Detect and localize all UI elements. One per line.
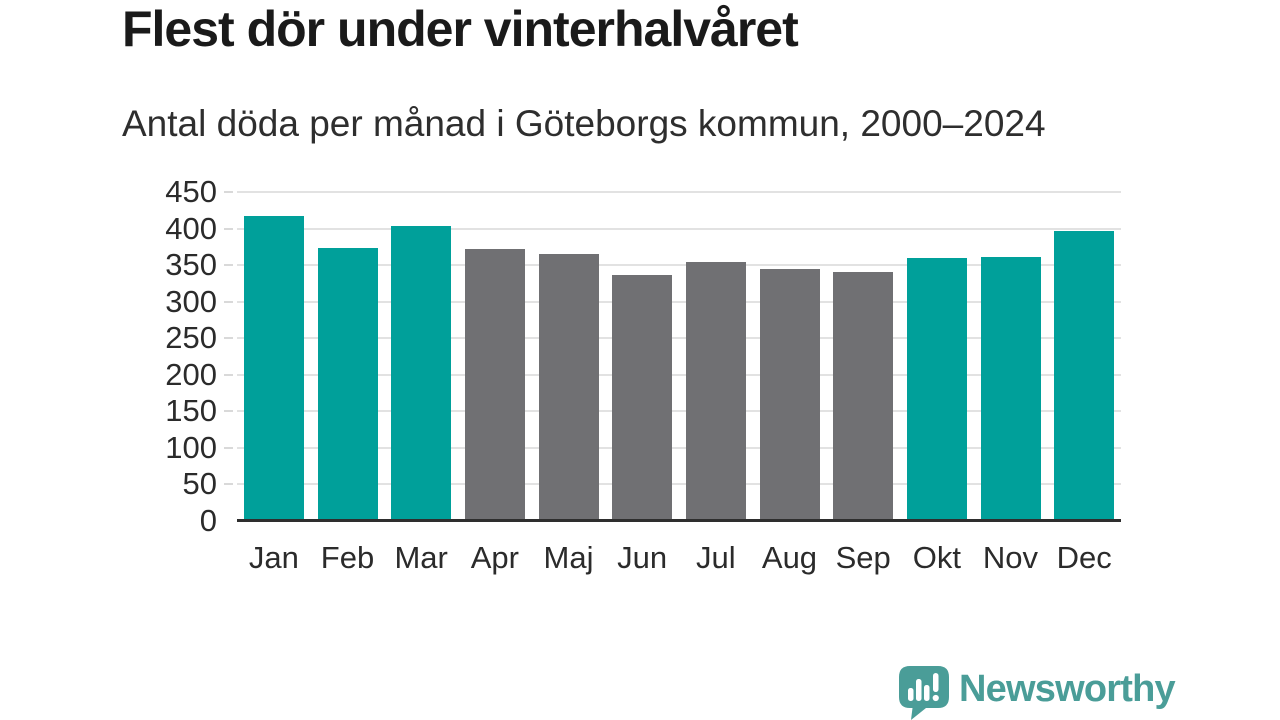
x-axis-label-jun: Jun [617,540,668,575]
gridline-300 [237,300,1121,303]
x-axis-line [237,519,1121,522]
plot-area: 0 50 100 150 200 250 300 350 400 450 Jan Feb Mar Apr M… [165,175,1121,575]
bar-maj [538,254,599,521]
gridline-250 [237,337,1121,340]
gridline-150 [237,410,1121,413]
x-axis-label-okt: Okt [912,540,961,575]
x-axis-label-dec: Dec [1056,540,1112,575]
x-axis-label-jan: Jan [248,540,299,575]
y-tick-150 [224,410,233,413]
y-tick-450 [224,191,233,193]
newsworthy-logo-icon [899,666,949,720]
chart-title: Flest dör under vinterhalvåret [122,1,799,57]
bar-aug [759,269,820,521]
newsworthy-logo-text: Newsworthy [959,668,1176,710]
x-axis-label-sep: Sep [835,540,891,575]
bar-jun [612,275,673,521]
bar-nov [980,257,1041,521]
gridline-350 [237,264,1121,267]
gridline-450 [237,191,1121,193]
y-tick-200 [224,373,233,376]
y-axis-label-350: 350 [165,247,217,283]
y-axis-label-150: 150 [165,393,217,429]
y-tick-100 [224,446,233,449]
bar-apr [464,249,525,521]
bar-sep [833,272,894,521]
x-axis-label-feb: Feb [320,540,375,575]
chart-subtitle: Antal döda per månad i Göteborgs kommun,… [122,103,1046,144]
gridline-50 [237,483,1121,486]
y-axis-label-50: 50 [182,466,217,502]
x-axis-label-jul: Jul [696,540,736,575]
logo-bar-small [908,688,914,701]
y-tick-50 [224,483,233,486]
logo-exclamation-stem [933,673,939,692]
y-axis-label-200: 200 [165,356,217,392]
y-axis-label-250: 250 [165,320,217,356]
logo-exclamation-dot [932,694,939,702]
bar-jan [243,216,304,521]
logo-bar-medium [924,685,930,701]
bar-feb [317,248,378,521]
gridline-200 [237,373,1121,376]
y-tick-250 [224,337,233,340]
y-axis-label-450: 450 [165,174,217,209]
x-axis-label-apr: Apr [470,540,519,575]
x-axis-label-aug: Aug [761,540,818,575]
bar-jul [685,262,746,521]
x-axis-label-mar: Mar [394,540,448,575]
y-tick-400 [224,227,233,230]
bar-okt [906,258,967,521]
gridline-100 [237,446,1121,449]
newsworthy-logo: Newsworthy [899,666,1176,720]
y-axis-label-300: 300 [165,283,217,319]
y-tick-300 [224,300,233,303]
bar-dec [1054,231,1115,521]
y-axis-label-100: 100 [165,429,217,465]
y-tick-350 [224,264,233,267]
y-axis-label-0: 0 [199,503,217,538]
logo-bar-tall [916,679,922,701]
x-axis-label-maj: Maj [543,540,594,575]
bar-mar [391,226,452,521]
gridline-400 [237,227,1121,230]
x-axis-label-nov: Nov [982,540,1039,575]
y-axis-label-400: 400 [165,210,217,246]
